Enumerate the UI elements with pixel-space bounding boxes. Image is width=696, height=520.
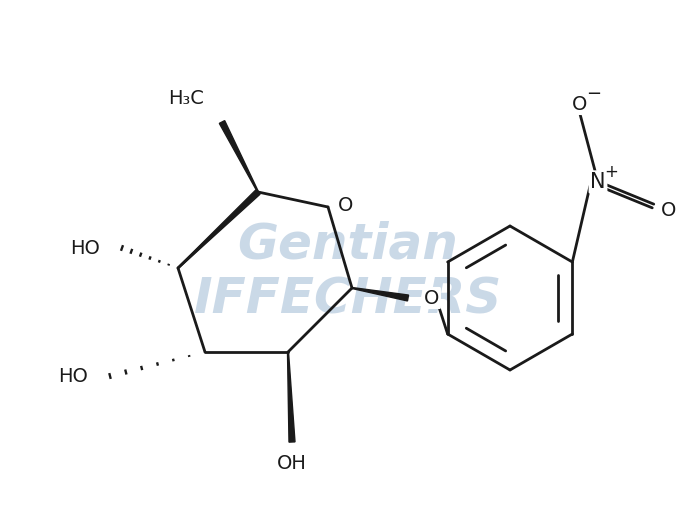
Polygon shape (177, 190, 260, 268)
Polygon shape (352, 288, 409, 301)
Polygon shape (287, 352, 295, 442)
Text: O: O (661, 201, 677, 219)
Text: HO: HO (58, 367, 88, 385)
Text: OH: OH (277, 454, 307, 473)
Text: HO: HO (70, 239, 100, 257)
Text: N: N (590, 172, 606, 192)
Text: Gentian
IFFECHERS: Gentian IFFECHERS (194, 220, 502, 324)
Text: O: O (424, 289, 439, 307)
Text: −: − (587, 85, 601, 103)
Polygon shape (219, 121, 258, 192)
Text: H₃C: H₃C (168, 89, 204, 108)
Text: +: + (604, 163, 618, 181)
Text: O: O (338, 196, 354, 215)
Text: O: O (572, 95, 587, 113)
